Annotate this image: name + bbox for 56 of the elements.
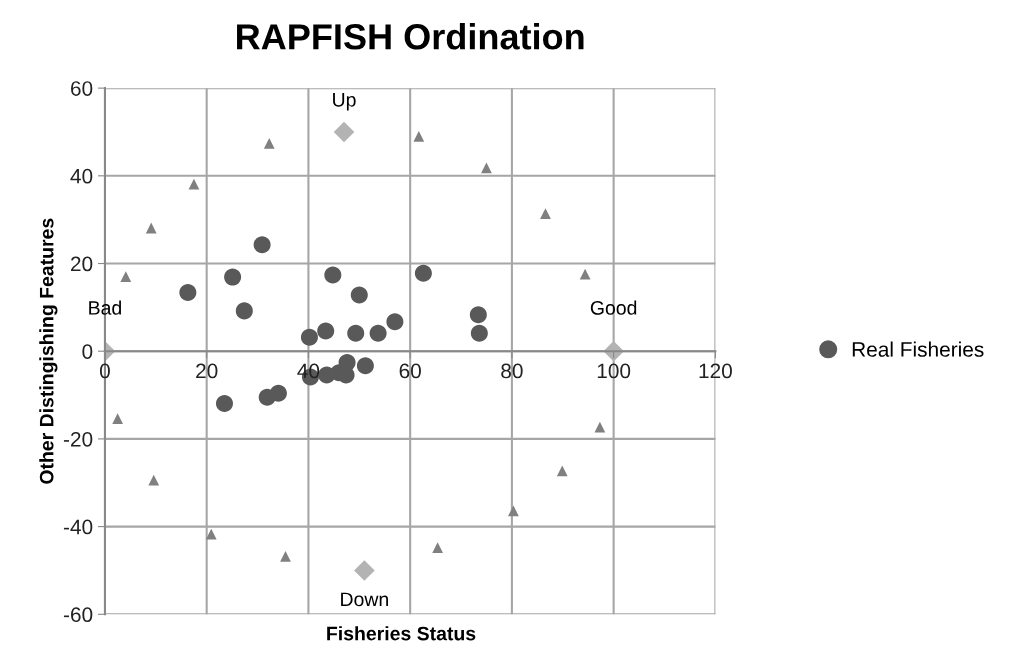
point xyxy=(205,528,217,540)
chart-title: RAPFISH Ordination xyxy=(237,23,584,50)
legend-label: Real Fisheries xyxy=(852,341,984,357)
point xyxy=(350,286,368,304)
point xyxy=(579,268,591,280)
point xyxy=(215,394,233,412)
point xyxy=(188,178,200,190)
y-tick-label: -40 xyxy=(63,519,93,535)
point xyxy=(300,328,318,346)
point xyxy=(253,236,271,254)
point xyxy=(347,324,365,342)
point xyxy=(179,283,197,301)
point xyxy=(414,264,432,282)
point xyxy=(481,162,492,174)
point xyxy=(556,465,568,477)
x-tick-label: 100 xyxy=(597,363,631,379)
point xyxy=(317,322,335,340)
point xyxy=(356,357,374,375)
point xyxy=(324,266,342,284)
y-tick-label: 60 xyxy=(71,81,93,96)
y-tick-label: -60 xyxy=(63,607,93,623)
annotation: Good xyxy=(590,300,637,315)
point xyxy=(594,421,606,433)
point xyxy=(413,130,425,142)
point xyxy=(120,271,132,283)
annotation: Up xyxy=(333,93,356,111)
point xyxy=(432,542,444,554)
x-tick-label: 80 xyxy=(501,363,523,379)
point xyxy=(540,208,551,219)
point xyxy=(369,324,387,342)
x-tick-label: 20 xyxy=(196,363,218,379)
point xyxy=(386,313,404,331)
x-tick-label: 120 xyxy=(699,363,732,379)
y-axis-title: Other Distingishing Features xyxy=(39,218,58,484)
point xyxy=(470,324,488,342)
y-tick-label: 0 xyxy=(82,344,93,359)
y-tick-label: -20 xyxy=(63,431,93,447)
point xyxy=(148,474,160,486)
point xyxy=(224,268,242,286)
point xyxy=(235,302,253,320)
annotation: Bad xyxy=(89,300,121,315)
point xyxy=(333,121,355,143)
point xyxy=(354,560,375,581)
point xyxy=(145,222,157,234)
x-axis-title: Fisheries Status xyxy=(327,626,476,641)
annotation: Down xyxy=(341,592,388,607)
point xyxy=(508,505,519,517)
x-tick-label: 0 xyxy=(99,363,110,379)
point xyxy=(469,306,487,324)
x-tick-label: 60 xyxy=(399,363,421,379)
point xyxy=(280,551,291,562)
y-tick-label: 40 xyxy=(70,168,93,184)
point xyxy=(263,138,275,149)
point xyxy=(112,413,124,425)
y-tick-label: 20 xyxy=(71,256,93,272)
point xyxy=(269,384,287,402)
